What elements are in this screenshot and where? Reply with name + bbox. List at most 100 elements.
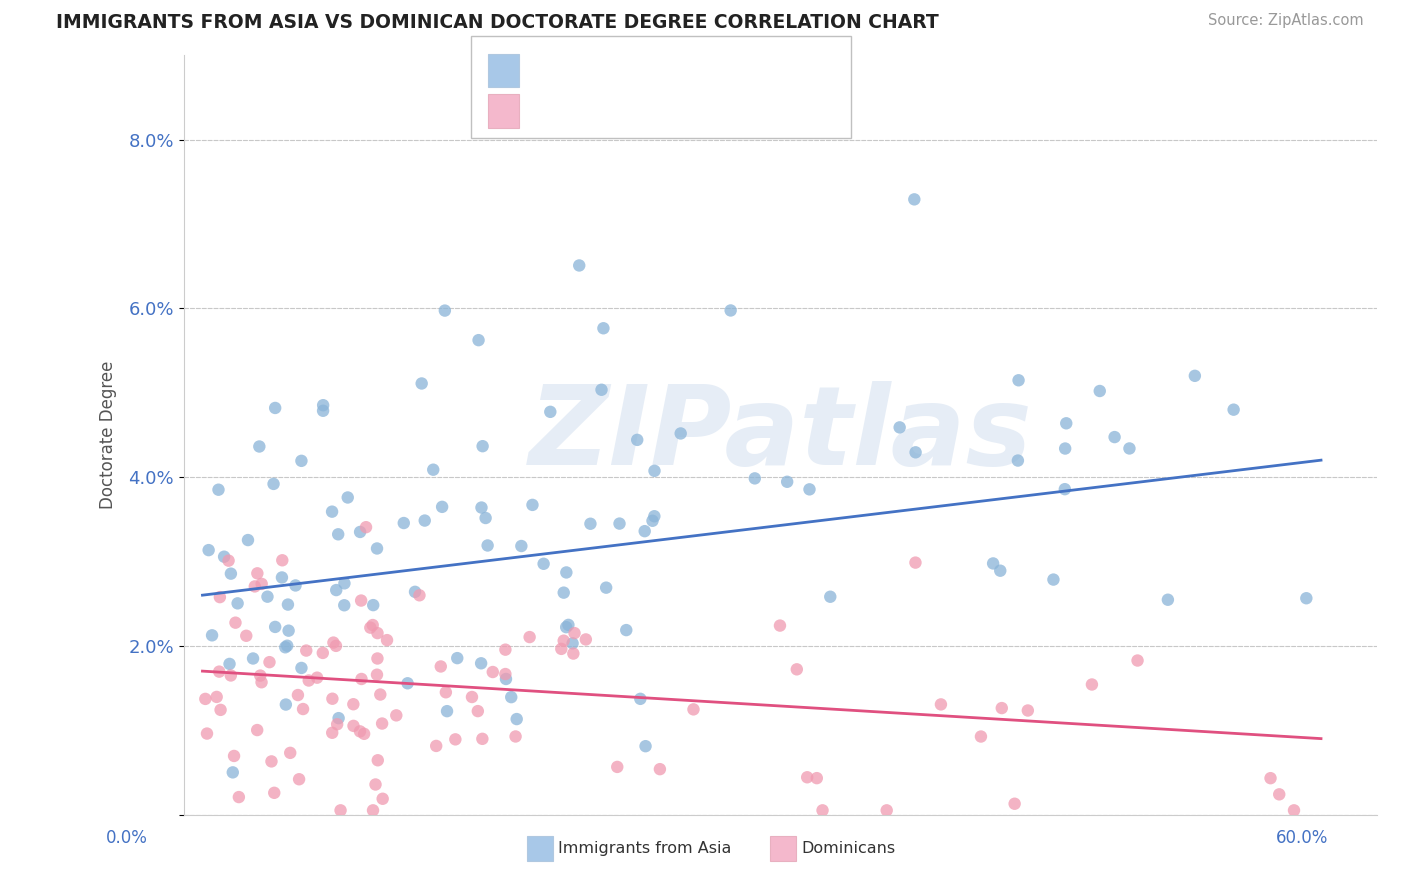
Point — [375, 633, 398, 648]
Point — [444, 732, 467, 747]
Point — [533, 557, 555, 571]
Point — [325, 583, 347, 598]
Point — [290, 454, 312, 468]
Point — [562, 647, 585, 661]
Point — [385, 708, 408, 723]
Text: N =: N = — [648, 62, 688, 79]
Point — [1126, 653, 1149, 667]
Point — [555, 620, 578, 634]
Point — [328, 527, 350, 541]
Point — [1017, 704, 1039, 718]
Point — [259, 655, 281, 669]
Point — [1081, 677, 1104, 691]
Point — [292, 702, 315, 716]
Point — [276, 639, 298, 653]
Point — [471, 731, 494, 746]
Point — [264, 620, 287, 634]
Point — [226, 596, 249, 610]
Point — [274, 640, 297, 655]
Point — [367, 753, 389, 767]
Point — [641, 514, 664, 528]
Point — [354, 520, 377, 534]
Point — [277, 624, 299, 638]
Point — [550, 641, 572, 656]
Point — [333, 576, 356, 591]
Point — [246, 723, 269, 737]
Point — [350, 672, 373, 686]
Point — [501, 690, 523, 705]
Point — [643, 509, 665, 524]
Point — [284, 578, 307, 592]
Point — [481, 665, 503, 679]
Point — [430, 500, 453, 514]
Point — [295, 643, 318, 657]
Point — [250, 675, 273, 690]
Point — [278, 746, 301, 760]
Point — [219, 566, 242, 581]
Point — [626, 433, 648, 447]
Point — [349, 724, 371, 739]
Point — [1054, 442, 1077, 456]
Point — [446, 651, 468, 665]
Point — [970, 730, 993, 744]
Point — [256, 590, 278, 604]
Point — [467, 333, 489, 347]
Point — [364, 777, 387, 791]
Point — [243, 579, 266, 593]
Point — [222, 748, 245, 763]
Point — [461, 690, 484, 704]
Point — [1007, 453, 1029, 467]
Point — [205, 690, 228, 704]
Point — [336, 491, 359, 505]
Point — [366, 626, 388, 640]
Point — [606, 760, 628, 774]
Point — [522, 498, 544, 512]
Point — [555, 566, 578, 580]
Point — [353, 727, 375, 741]
Point — [467, 704, 489, 718]
Point — [342, 719, 364, 733]
Point — [260, 755, 283, 769]
Point — [564, 626, 586, 640]
Text: 60.0%: 60.0% — [1277, 829, 1329, 847]
Point — [1004, 797, 1026, 811]
Point — [371, 716, 394, 731]
Point — [422, 463, 444, 477]
Point — [194, 692, 217, 706]
Point — [312, 646, 335, 660]
Text: Dominicans: Dominicans — [801, 841, 896, 855]
Point — [333, 599, 356, 613]
Point — [228, 790, 250, 805]
Point — [494, 642, 516, 657]
Point — [218, 554, 240, 568]
Point — [349, 524, 371, 539]
Point — [271, 570, 294, 584]
Point — [307, 671, 329, 685]
Text: -0.169: -0.169 — [575, 102, 640, 120]
Point — [470, 500, 492, 515]
Point — [575, 632, 598, 647]
Point — [392, 516, 415, 530]
Point — [326, 717, 349, 731]
Point — [1295, 591, 1317, 606]
Point — [644, 464, 666, 478]
Point — [1222, 402, 1244, 417]
Point — [246, 566, 269, 581]
Point — [744, 471, 766, 485]
Point — [368, 688, 391, 702]
Point — [720, 303, 742, 318]
Point — [1118, 442, 1140, 456]
Point — [433, 303, 456, 318]
Point — [1268, 788, 1291, 802]
Text: 94: 94 — [689, 102, 720, 120]
Text: ZIPatlas: ZIPatlas — [529, 382, 1032, 488]
Point — [1042, 573, 1064, 587]
Point — [820, 590, 842, 604]
Point — [321, 505, 343, 519]
Point — [350, 593, 373, 607]
Point — [495, 672, 517, 686]
Point — [207, 483, 229, 497]
Text: R =: R = — [533, 102, 572, 120]
Point — [413, 514, 436, 528]
Point — [425, 739, 447, 753]
